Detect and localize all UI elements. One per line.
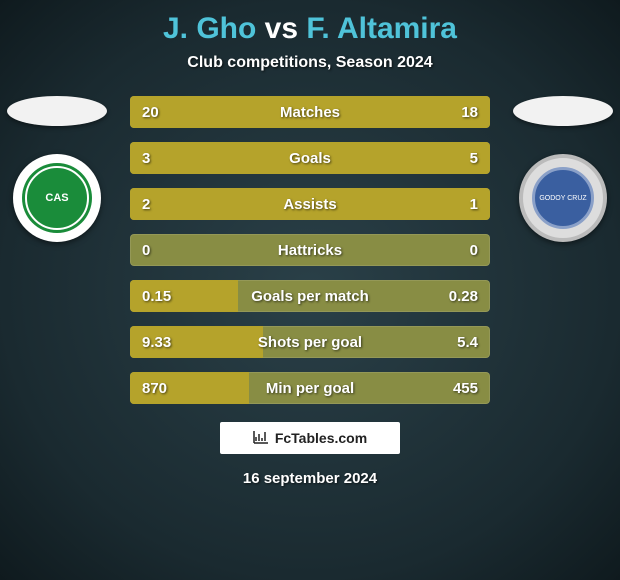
footer-site-badge[interactable]: FcTables.com	[220, 422, 400, 454]
stat-text: 0.15 Goals per match 0.28	[130, 288, 490, 305]
stat-left-value: 870	[142, 380, 167, 397]
club-left-badge: CAS	[13, 154, 101, 242]
page-title: J. Gho vs F. Altamira	[0, 0, 620, 46]
stat-text: 3 Goals 5	[130, 150, 490, 167]
player2-name: F. Altamira	[306, 12, 457, 45]
stat-right-value: 5	[470, 150, 478, 167]
stat-text: 2 Assists 1	[130, 196, 490, 213]
player2-avatar-placeholder	[513, 96, 613, 126]
club-left-short: CAS	[45, 192, 68, 204]
club-right-badge: GODOY CRUZ	[519, 154, 607, 242]
stat-right-value: 0	[470, 242, 478, 259]
footer-date: 16 september 2024	[0, 470, 620, 487]
stat-right-value: 1	[470, 196, 478, 213]
stat-label: Min per goal	[266, 380, 354, 397]
stat-row: 0.15 Goals per match 0.28	[130, 280, 490, 312]
club-right-short: GODOY CRUZ	[539, 195, 586, 202]
club-left-badge-inner: CAS	[22, 163, 92, 233]
chart-icon	[253, 430, 269, 447]
stats-column: 20 Matches 18 3 Goals 5 2 Assists 1 0 Hattricks 0 0.…	[130, 96, 490, 404]
stat-left-value: 20	[142, 104, 159, 121]
footer-site-text: FcTables.com	[275, 430, 367, 446]
stat-label: Shots per goal	[258, 334, 362, 351]
vs-text: vs	[265, 12, 298, 45]
stat-label: Hattricks	[278, 242, 342, 259]
stat-label: Goals per match	[251, 288, 369, 305]
stat-text: 870 Min per goal 455	[130, 380, 490, 397]
content-area: CAS 20 Matches 18 3 Goals 5 2 Assists 1 0 Hattrick…	[0, 96, 620, 404]
stat-text: 9.33 Shots per goal 5.4	[130, 334, 490, 351]
stat-left-value: 3	[142, 150, 150, 167]
stat-row: 3 Goals 5	[130, 142, 490, 174]
stat-text: 20 Matches 18	[130, 104, 490, 121]
stat-row: 20 Matches 18	[130, 96, 490, 128]
stat-row: 0 Hattricks 0	[130, 234, 490, 266]
subtitle: Club competitions, Season 2024	[0, 54, 620, 72]
stat-row: 9.33 Shots per goal 5.4	[130, 326, 490, 358]
stat-right-value: 0.28	[449, 288, 478, 305]
stat-left-value: 0	[142, 242, 150, 259]
stat-label: Matches	[280, 104, 340, 121]
left-side: CAS	[2, 96, 112, 242]
stat-right-value: 18	[461, 104, 478, 121]
stat-left-value: 9.33	[142, 334, 171, 351]
stat-right-value: 5.4	[457, 334, 478, 351]
stat-row: 2 Assists 1	[130, 188, 490, 220]
player1-avatar-placeholder	[7, 96, 107, 126]
stat-right-value: 455	[453, 380, 478, 397]
player1-name: J. Gho	[163, 12, 256, 45]
club-right-badge-inner: GODOY CRUZ	[532, 167, 594, 229]
stat-left-value: 0.15	[142, 288, 171, 305]
stat-label: Goals	[289, 150, 331, 167]
right-side: GODOY CRUZ	[508, 96, 618, 242]
stat-label: Assists	[283, 196, 336, 213]
stat-left-value: 2	[142, 196, 150, 213]
stat-row: 870 Min per goal 455	[130, 372, 490, 404]
stat-text: 0 Hattricks 0	[130, 242, 490, 259]
